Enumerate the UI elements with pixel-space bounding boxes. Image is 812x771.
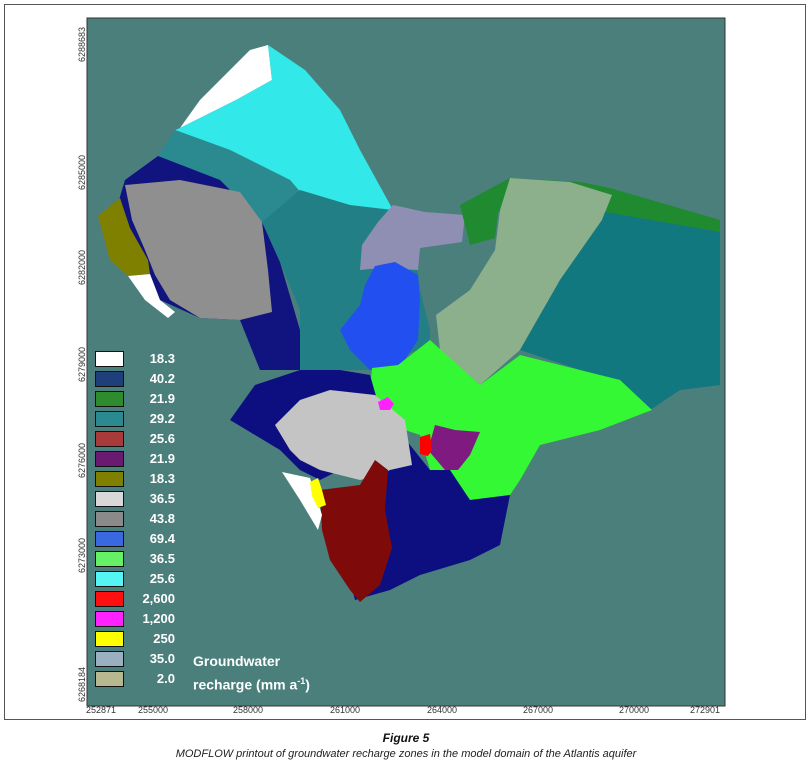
zone-cyan [175, 45, 393, 250]
y-tick-label: 6279000 [77, 346, 87, 382]
legend-item: 2,600 [95, 589, 295, 609]
zone-purple [428, 425, 480, 470]
legend-title-line1: Groundwater [193, 653, 281, 669]
legend-value: 2.0 [156, 671, 175, 686]
legend-swatch [95, 351, 124, 367]
figure-label: Figure 5 [382, 731, 430, 745]
legend-item: 43.8 [95, 509, 295, 529]
legend-item: 35.0 [95, 649, 295, 669]
legend-title-line2: recharge (mm a-1) [193, 676, 310, 693]
legend-value: 43.8 [149, 511, 175, 526]
legend-value: 25.6 [149, 571, 175, 586]
legend-swatch [95, 491, 124, 507]
legend-swatch [95, 471, 124, 487]
y-tick-label: 6282000 [77, 249, 87, 285]
legend-item: 2.0 [95, 669, 295, 689]
zone-teal-east [520, 212, 720, 410]
legend-item: 21.9 [95, 389, 295, 409]
x-tick-label: 252871 [86, 705, 117, 715]
x-tick-label: 267000 [523, 705, 554, 715]
legend-item: 18.3 [95, 469, 295, 489]
legend-value: 21.9 [149, 451, 175, 466]
legend-value: 250 [153, 631, 175, 646]
zone-white-west [128, 274, 175, 318]
y-tick-label: 6273000 [77, 537, 87, 573]
legend-item: 25.6 [95, 569, 295, 589]
x-tick-label: 272901 [690, 705, 721, 715]
legend-item: 18.3 [95, 349, 295, 369]
legend-item: 36.5 [95, 489, 295, 509]
legend-swatch [95, 431, 124, 447]
legend-item: 250 [95, 629, 295, 649]
legend-swatch [95, 391, 124, 407]
legend-swatch [95, 371, 124, 387]
zone-lightgray [275, 390, 412, 480]
legend-item: 36.5 [95, 549, 295, 569]
legend-swatch [95, 611, 124, 627]
legend-value: 40.2 [149, 371, 175, 386]
legend-value: 25.6 [149, 431, 175, 446]
legend-value: 36.5 [149, 551, 175, 566]
legend-item: 69.4 [95, 529, 295, 549]
legend-value: 1,200 [142, 611, 175, 626]
legend-value: 18.3 [149, 471, 175, 486]
x-tick-label: 270000 [619, 705, 650, 715]
zone-lavender [360, 205, 465, 270]
legend-swatch [95, 531, 124, 547]
zone-gray-west [125, 180, 272, 320]
zone-olive [98, 198, 150, 276]
x-tick-label: 255000 [138, 705, 169, 715]
y-tick-label: 6285000 [77, 154, 87, 190]
legend-swatch [95, 591, 124, 607]
zone-white-north [180, 45, 272, 128]
legend-swatch [95, 411, 124, 427]
legend-value: 35.0 [149, 651, 175, 666]
zone-blue [340, 262, 420, 370]
legend-swatch [95, 511, 124, 527]
zone-magenta [378, 397, 394, 410]
legend-value: 69.4 [149, 531, 175, 546]
legend-item: 25.6 [95, 429, 295, 449]
legend-item: 1,200 [95, 609, 295, 629]
legend-swatch [95, 671, 124, 687]
legend-value: 36.5 [149, 491, 175, 506]
x-tick-label: 258000 [233, 705, 264, 715]
legend-swatch [95, 571, 124, 587]
x-tick-label: 264000 [427, 705, 458, 715]
zone-maroon [320, 460, 392, 602]
legend-swatch [95, 551, 124, 567]
legend-item: 21.9 [95, 449, 295, 469]
zone-sage [436, 178, 612, 385]
legend-title: Groundwater recharge (mm a-1) [193, 651, 310, 695]
legend-value: 2,600 [142, 591, 175, 606]
zone-yellow [310, 478, 326, 508]
legend-swatch [95, 651, 124, 667]
y-tick-label: 6288683 [77, 26, 87, 62]
legend-value: 18.3 [149, 351, 175, 366]
legend-item: 40.2 [95, 369, 295, 389]
legend-swatch [95, 631, 124, 647]
recharge-map [86, 17, 726, 707]
zone-red [420, 434, 432, 456]
legend-swatch [95, 451, 124, 467]
legend-item: 29.2 [95, 409, 295, 429]
y-tick-label: 6276000 [77, 442, 87, 478]
y-tick-label: 6268184 [77, 666, 87, 702]
legend-value: 29.2 [149, 411, 175, 426]
legend-value: 21.9 [149, 391, 175, 406]
figure-caption: MODFLOW printout of groundwater recharge… [175, 748, 637, 760]
x-tick-label: 261000 [330, 705, 361, 715]
